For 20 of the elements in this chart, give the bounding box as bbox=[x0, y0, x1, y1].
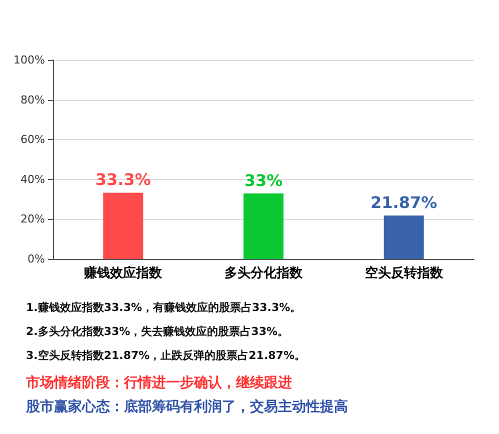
x-tick-label: 多头分化指数 bbox=[224, 266, 304, 281]
x-tick-label: 赚钱效应指数 bbox=[83, 265, 164, 281]
y-tick-label: 100% bbox=[14, 54, 45, 66]
y-tick-label: 40% bbox=[20, 172, 45, 186]
y-tick-label: 20% bbox=[20, 212, 45, 226]
text: 股市赢家心态：底部筹码有利润了，交易主动性提高 bbox=[25, 398, 348, 415]
bar bbox=[384, 215, 424, 259]
bar bbox=[244, 193, 284, 259]
text: 2.多头分化指数33%，失去赚钱效应的股票占33%。 bbox=[26, 325, 288, 338]
y-tick-label: 80% bbox=[20, 93, 45, 106]
data-label: 33.3% bbox=[95, 170, 151, 190]
bar bbox=[103, 192, 144, 259]
y-tick-label: 0% bbox=[28, 252, 45, 266]
y-tick-label: 60% bbox=[20, 133, 45, 146]
text: 1.赚钱效应指数33.3%，有赚钱效应的股票占33.3%。 bbox=[26, 301, 302, 314]
data-label: 21.87% bbox=[370, 192, 438, 212]
text: 3.空头反转指数21.87%，止跌反弹的股票占21.87%。 bbox=[26, 349, 306, 362]
data-label: 33% bbox=[244, 170, 283, 190]
x-tick-label: 空头反转指数 bbox=[364, 265, 444, 281]
text: 市场情绪阶段：行情进一步确认，继续跟进 bbox=[25, 374, 292, 391]
